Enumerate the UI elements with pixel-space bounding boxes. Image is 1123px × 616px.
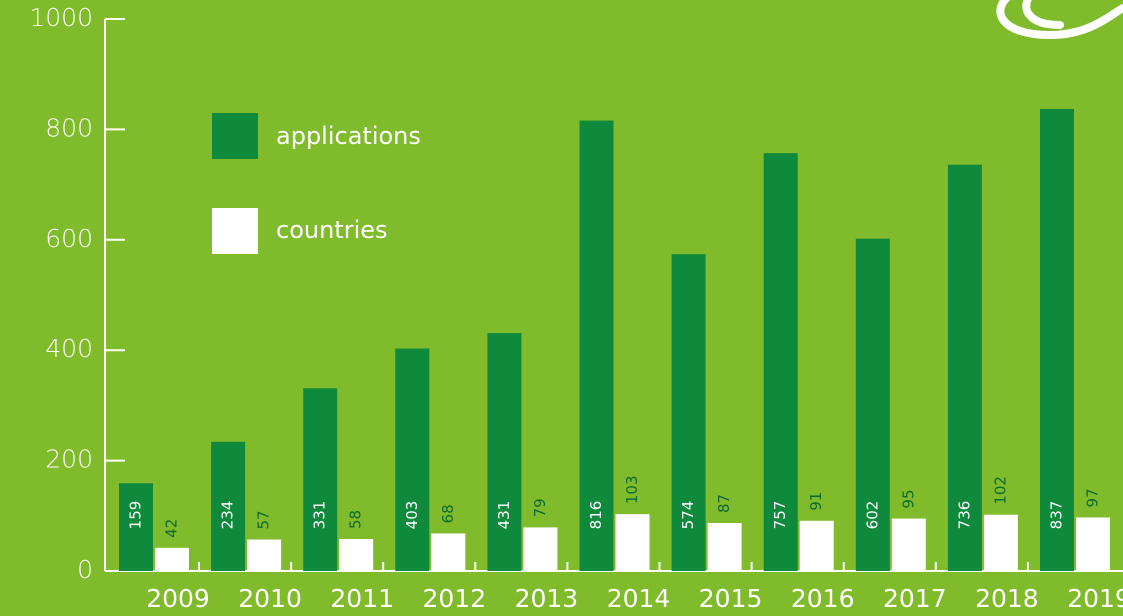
value-label: 816 xyxy=(587,501,605,530)
bar xyxy=(523,527,557,571)
x-tick-label: 2017 xyxy=(883,584,947,613)
x-tick-label: 2009 xyxy=(146,584,210,613)
y-tick-label: 800 xyxy=(45,113,93,142)
value-label: 837 xyxy=(1048,501,1066,530)
value-label: 403 xyxy=(403,501,421,530)
legend-swatch xyxy=(212,113,258,159)
bar xyxy=(984,515,1018,571)
value-label: 574 xyxy=(679,501,697,530)
legend-label: countries xyxy=(276,216,388,244)
value-label: 331 xyxy=(311,501,329,530)
value-label: 97 xyxy=(1084,488,1102,507)
bar xyxy=(339,539,373,571)
x-tick-label: 2010 xyxy=(238,584,302,613)
value-label: 103 xyxy=(623,476,641,505)
value-label: 68 xyxy=(439,504,457,523)
value-label: 757 xyxy=(771,501,789,530)
bar xyxy=(303,388,337,571)
y-tick-label: 1000 xyxy=(29,3,93,32)
page: applications countries 0 200 400 600 800 1000… xyxy=(0,0,1123,616)
bar xyxy=(708,523,742,571)
legend-swatch xyxy=(212,208,258,254)
chart: applications countries 0 200 400 600 800 1000… xyxy=(0,0,1123,616)
value-label: 602 xyxy=(863,501,881,530)
value-label: 431 xyxy=(495,501,513,530)
value-label: 159 xyxy=(127,501,145,530)
value-label: 58 xyxy=(347,510,365,529)
legend-label: applications xyxy=(276,122,421,150)
bar xyxy=(616,514,650,571)
bar xyxy=(892,519,926,571)
bar xyxy=(431,533,465,571)
y-tick-label: 400 xyxy=(45,334,93,363)
x-tick-label: 2019 xyxy=(1067,584,1123,613)
bar xyxy=(247,540,281,571)
value-label: 95 xyxy=(899,489,917,508)
x-tick-label: 2014 xyxy=(607,584,671,613)
value-label: 234 xyxy=(219,501,237,530)
bar xyxy=(1076,517,1110,571)
x-tick-label: 2011 xyxy=(330,584,394,613)
x-tick-label: 2016 xyxy=(791,584,855,613)
value-label: 87 xyxy=(715,494,733,513)
y-tick-label: 0 xyxy=(77,555,93,584)
value-label: 736 xyxy=(955,501,973,530)
x-tick-label: 2012 xyxy=(422,584,486,613)
bar xyxy=(395,349,429,571)
bar xyxy=(487,333,521,571)
value-label: 91 xyxy=(807,492,825,511)
value-label: 79 xyxy=(531,498,549,517)
y-tick-label: 200 xyxy=(45,445,93,474)
x-tick-label: 2013 xyxy=(515,584,579,613)
x-tick-label: 2018 xyxy=(975,584,1039,613)
bar xyxy=(800,521,834,571)
x-tick-label: 2015 xyxy=(699,584,763,613)
value-label: 42 xyxy=(163,519,181,538)
bar xyxy=(155,548,189,571)
y-tick-label: 600 xyxy=(45,224,93,253)
value-label: 102 xyxy=(991,476,1009,505)
value-label: 57 xyxy=(255,510,273,529)
